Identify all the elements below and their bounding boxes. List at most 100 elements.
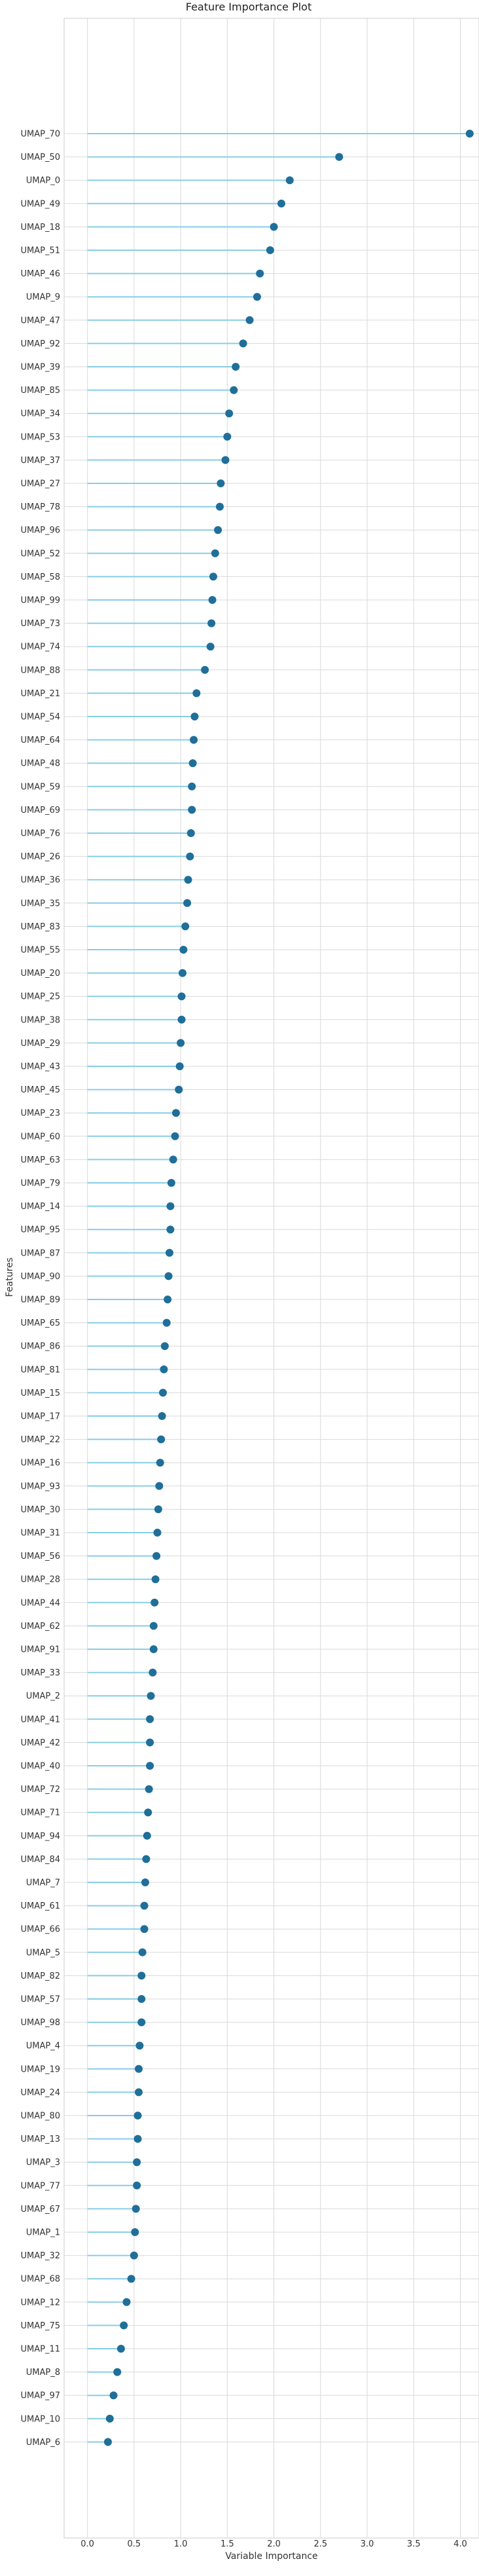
y-tick-label-UMAP_32: UMAP_32: [20, 2251, 60, 2261]
lollipop-point-UMAP_72: [145, 1785, 153, 1793]
lollipop-point-UMAP_90: [164, 1272, 173, 1280]
lollipop-point-UMAP_91: [149, 1645, 158, 1653]
lollipop-point-UMAP_51: [266, 246, 274, 254]
lollipop-point-UMAP_21: [192, 689, 201, 698]
y-tick-label-UMAP_0: UMAP_0: [26, 176, 60, 186]
y-tick-label-UMAP_50: UMAP_50: [20, 153, 60, 162]
lollipop-point-UMAP_62: [149, 1622, 158, 1630]
y-tick-label-UMAP_57: UMAP_57: [20, 1995, 60, 2005]
y-tick-label-UMAP_86: UMAP_86: [20, 1342, 60, 1352]
lollipop-point-UMAP_23: [171, 1109, 180, 1117]
lollipop-point-UMAP_69: [188, 806, 196, 814]
lollipop-point-UMAP_33: [149, 1668, 157, 1677]
y-tick-label-UMAP_25: UMAP_25: [20, 992, 60, 1002]
lollipop-point-UMAP_44: [151, 1598, 159, 1607]
lollipop-point-UMAP_5: [138, 1948, 147, 1956]
y-tick-label-UMAP_62: UMAP_62: [20, 1622, 60, 1632]
y-tick-label-UMAP_36: UMAP_36: [20, 876, 60, 886]
lollipop-point-UMAP_39: [232, 363, 240, 371]
y-tick-label-UMAP_98: UMAP_98: [20, 2018, 60, 2028]
y-tick-label-UMAP_81: UMAP_81: [20, 1365, 60, 1375]
y-tick-label-UMAP_17: UMAP_17: [20, 1412, 60, 1422]
lollipop-point-UMAP_65: [162, 1318, 171, 1327]
lollipop-point-UMAP_27: [217, 479, 225, 487]
lollipop-point-UMAP_17: [158, 1412, 166, 1420]
lollipop-point-UMAP_86: [160, 1342, 169, 1351]
y-tick-label-UMAP_75: UMAP_75: [20, 2321, 60, 2331]
lollipop-point-UMAP_98: [137, 2018, 146, 2026]
y-tick-label-UMAP_71: UMAP_71: [20, 1808, 60, 1818]
y-tick-label-UMAP_4: UMAP_4: [26, 2042, 60, 2051]
lollipop-point-UMAP_35: [183, 899, 192, 907]
lollipop-point-UMAP_94: [143, 1831, 151, 1840]
lollipop-point-UMAP_64: [190, 736, 198, 744]
y-tick-label-UMAP_91: UMAP_91: [20, 1645, 60, 1655]
y-tick-label-UMAP_93: UMAP_93: [20, 1482, 60, 1491]
y-tick-label-UMAP_99: UMAP_99: [20, 596, 60, 606]
lollipop-point-UMAP_55: [179, 946, 188, 954]
lollipop-point-UMAP_79: [167, 1179, 175, 1187]
y-tick-label-UMAP_34: UMAP_34: [20, 409, 60, 419]
y-tick-label-UMAP_29: UMAP_29: [20, 1039, 60, 1049]
y-tick-label-UMAP_82: UMAP_82: [20, 1971, 60, 1981]
y-tick-label-UMAP_79: UMAP_79: [20, 1179, 60, 1189]
lollipop-point-UMAP_85: [230, 386, 238, 394]
y-tick-label-UMAP_19: UMAP_19: [20, 2064, 60, 2074]
lollipop-point-UMAP_93: [155, 1482, 164, 1490]
y-tick-label-UMAP_55: UMAP_55: [20, 946, 60, 956]
lollipop-point-UMAP_15: [159, 1389, 168, 1397]
y-tick-label-UMAP_21: UMAP_21: [20, 689, 60, 699]
lollipop-point-UMAP_24: [134, 2088, 143, 2097]
lollipop-point-UMAP_13: [133, 2135, 142, 2143]
lollipop-point-UMAP_52: [211, 549, 219, 557]
lollipop-point-UMAP_56: [152, 1552, 161, 1560]
lollipop-point-UMAP_14: [166, 1202, 175, 1210]
lollipop-point-UMAP_31: [153, 1529, 162, 1537]
lollipop-point-UMAP_43: [175, 1062, 184, 1070]
lollipop-point-UMAP_68: [127, 2275, 135, 2283]
y-tick-label-UMAP_52: UMAP_52: [20, 549, 60, 559]
x-tick-label: 0.5: [128, 2539, 141, 2549]
lollipop-point-UMAP_2: [147, 1692, 155, 1700]
lollipop-point-UMAP_60: [171, 1132, 179, 1140]
y-tick-label-UMAP_47: UMAP_47: [20, 316, 60, 326]
y-tick-label-UMAP_40: UMAP_40: [20, 1762, 60, 1772]
lollipop-point-UMAP_36: [184, 876, 192, 884]
lollipop-point-UMAP_40: [146, 1762, 154, 1770]
y-tick-label-UMAP_43: UMAP_43: [20, 1062, 60, 1072]
y-tick-label-UMAP_35: UMAP_35: [20, 899, 60, 908]
lollipop-point-UMAP_34: [225, 409, 234, 418]
y-tick-label-UMAP_60: UMAP_60: [20, 1132, 60, 1142]
lollipop-point-UMAP_82: [137, 1971, 146, 1980]
lollipop-point-UMAP_58: [209, 572, 217, 581]
lollipop-point-UMAP_99: [208, 596, 217, 604]
y-tick-label-UMAP_78: UMAP_78: [20, 502, 60, 512]
lollipop-point-UMAP_97: [109, 2391, 118, 2400]
y-tick-label-UMAP_27: UMAP_27: [20, 479, 60, 489]
lollipop-point-UMAP_73: [207, 619, 216, 627]
x-tick-label: 4.0: [453, 2539, 467, 2549]
y-tick-label-UMAP_69: UMAP_69: [20, 806, 60, 815]
x-tick-label: 0.0: [80, 2539, 94, 2549]
y-tick-label-UMAP_22: UMAP_22: [20, 1435, 60, 1445]
lollipop-point-UMAP_92: [239, 339, 247, 348]
y-tick-label-UMAP_97: UMAP_97: [20, 2391, 60, 2401]
lollipop-point-UMAP_25: [177, 992, 186, 1001]
y-tick-label-UMAP_10: UMAP_10: [20, 2414, 60, 2424]
y-tick-label-UMAP_88: UMAP_88: [20, 665, 60, 675]
x-axis-label: Variable Importance: [225, 2551, 317, 2562]
x-tick-label: 1.0: [174, 2539, 188, 2549]
plot-area-frame: [63, 18, 479, 2539]
lollipop-point-UMAP_48: [188, 759, 197, 768]
lollipop-point-UMAP_74: [206, 643, 215, 651]
x-tick-label: 3.5: [407, 2539, 421, 2549]
y-tick-label-UMAP_42: UMAP_42: [20, 1738, 60, 1748]
y-tick-label-UMAP_33: UMAP_33: [20, 1668, 60, 1678]
lollipop-point-UMAP_63: [169, 1155, 177, 1164]
lollipop-point-UMAP_28: [151, 1575, 160, 1584]
y-tick-label-UMAP_53: UMAP_53: [20, 432, 60, 442]
lollipop-point-UMAP_8: [113, 2368, 122, 2376]
lollipop-point-UMAP_45: [175, 1085, 183, 1094]
x-tick-label: 3.0: [361, 2539, 374, 2549]
lollipop-point-UMAP_38: [177, 1015, 186, 1024]
